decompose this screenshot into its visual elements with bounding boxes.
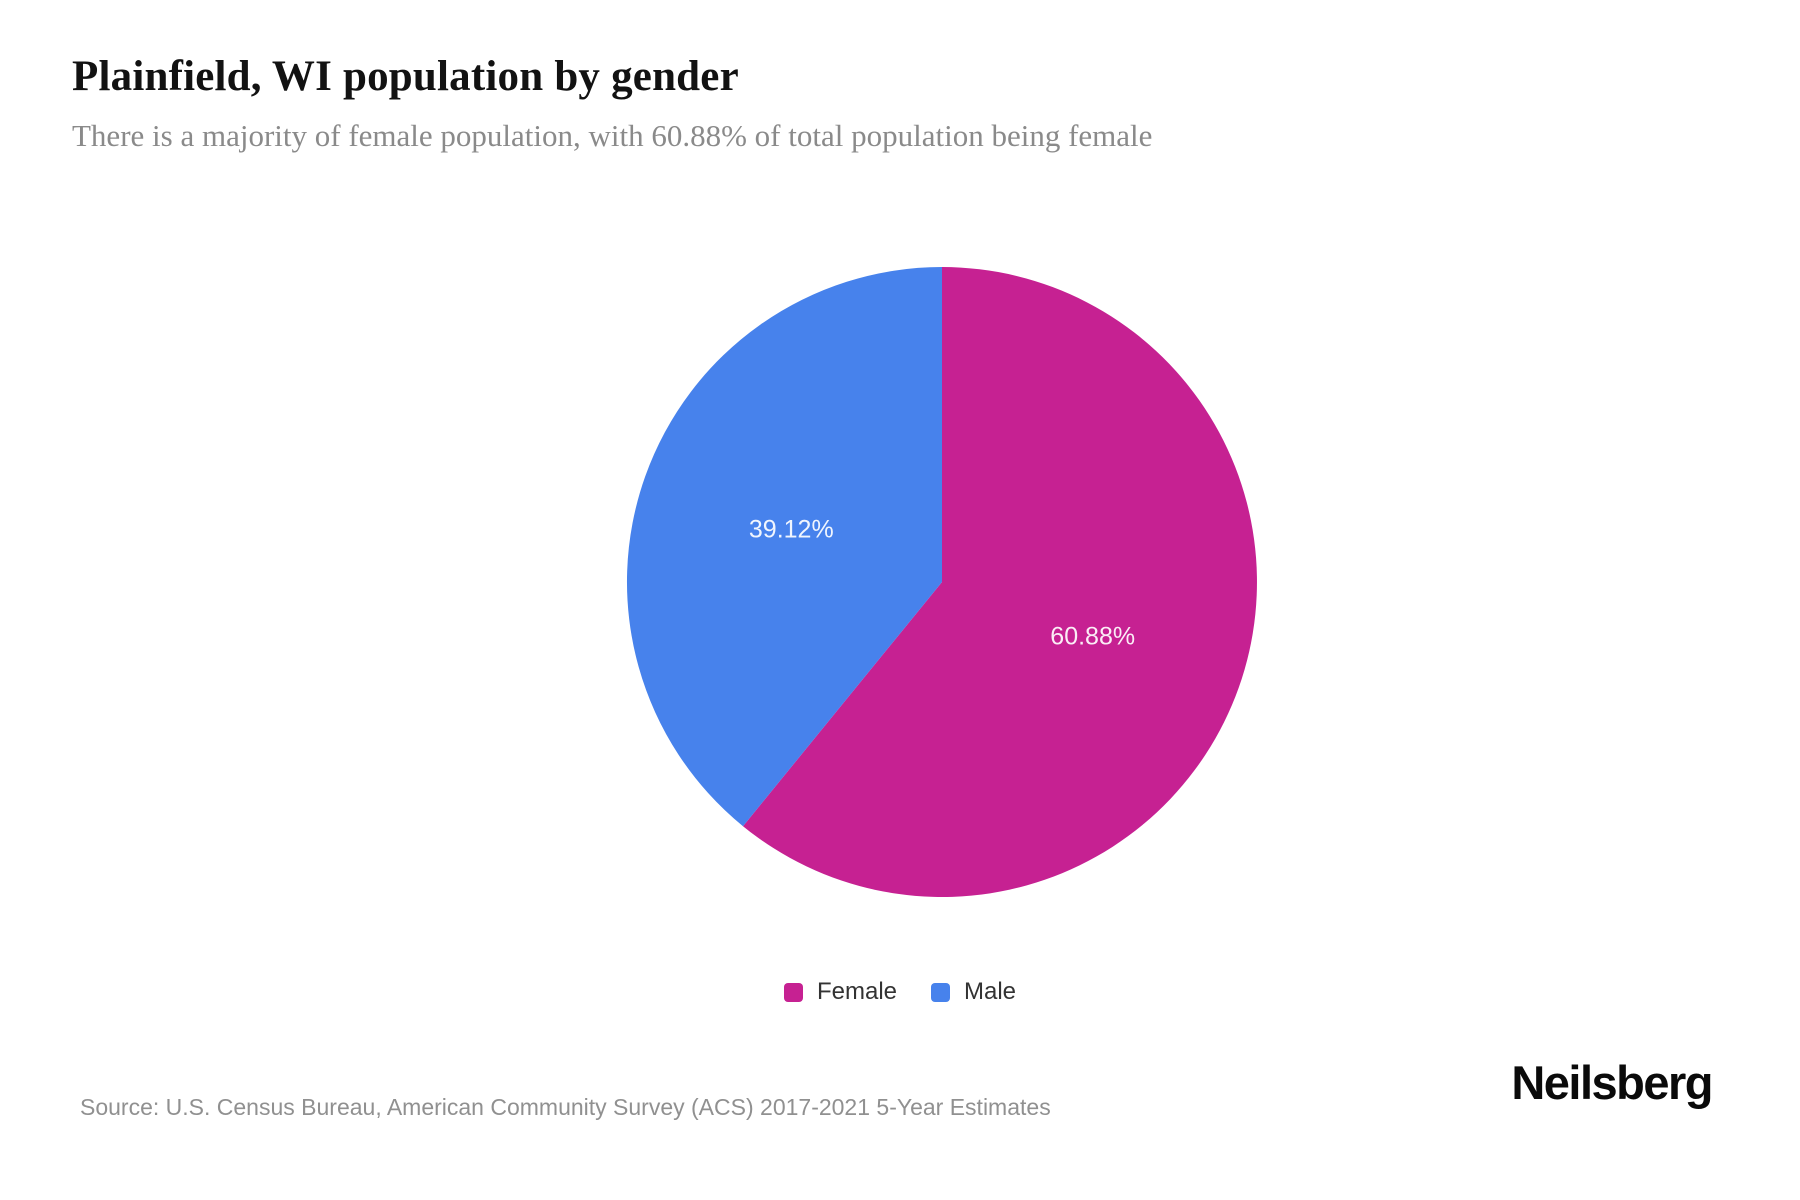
- chart-subtitle: There is a majority of female population…: [72, 118, 1153, 153]
- male-swatch-icon: [931, 982, 950, 1002]
- source-attribution: Source: U.S. Census Bureau, American Com…: [80, 1094, 1051, 1120]
- chart-title: Plainfield, WI population by gender: [72, 53, 739, 100]
- pie-slice-male[interactable]: [626, 267, 942, 827]
- pie-label-male: 39.12%: [749, 515, 834, 543]
- pie-slice-female[interactable]: [743, 267, 1257, 897]
- legend-item-male[interactable]: Male: [931, 978, 1016, 1006]
- legend-label-male: Male: [964, 978, 1017, 1005]
- female-swatch-icon: [783, 982, 803, 1002]
- neilsberg-logo: Neilsberg: [1511, 1056, 1713, 1109]
- legend: Female Male: [0, 978, 1800, 1006]
- legend-label-female: Female: [816, 978, 897, 1005]
- pie-label-female: 60.88%: [1050, 623, 1135, 651]
- legend-item-female[interactable]: Female: [783, 978, 897, 1006]
